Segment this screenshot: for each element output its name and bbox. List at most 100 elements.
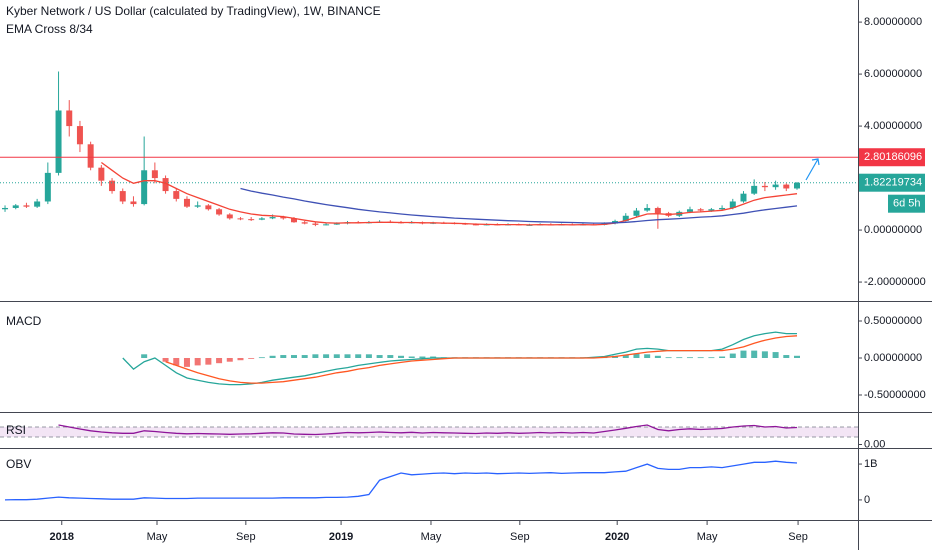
x-tick-label: 2018: [50, 531, 74, 543]
histogram-bar: [654, 355, 661, 358]
histogram-bar: [376, 355, 383, 358]
histogram-bar: [793, 355, 800, 358]
y-tick-label: -2.00000000: [864, 276, 926, 288]
histogram-bar: [280, 355, 287, 358]
candle-body: [2, 207, 9, 210]
y-tick-label: 6.00000000: [864, 68, 922, 80]
price-label: 2.80186096: [864, 151, 922, 163]
histogram-bar: [751, 350, 758, 358]
candle-body: [44, 172, 51, 202]
histogram-bar: [644, 354, 651, 358]
candle-body: [87, 144, 94, 168]
candle-body: [751, 185, 758, 194]
countdown-box: [888, 194, 925, 213]
histogram-bar: [173, 357, 180, 366]
y-tick-label: 1B: [864, 458, 877, 470]
indicator-line: [240, 187, 798, 224]
histogram-bar: [226, 357, 233, 362]
histogram-bar: [333, 354, 340, 358]
x-tick-label: May: [697, 531, 718, 543]
histogram-bar: [719, 356, 726, 358]
histogram-bar: [697, 357, 704, 359]
histogram-bar: [301, 355, 308, 358]
price-label: 1.82219734: [864, 177, 922, 189]
y-tick-label: -0.50000000: [864, 389, 926, 401]
x-tick-label: Sep: [236, 531, 256, 543]
indicator-label: EMA Cross 8/34: [6, 22, 93, 36]
candle-body: [109, 180, 116, 192]
histogram-bar: [355, 354, 362, 358]
histogram-bar: [258, 357, 265, 359]
histogram-bar: [248, 357, 255, 359]
x-tick-label: 2020: [605, 531, 629, 543]
candle-body: [23, 205, 30, 207]
candle-body: [301, 222, 308, 224]
histogram-bar: [772, 352, 779, 358]
pane-title: RSI: [6, 423, 26, 437]
y-tick-label: 0: [864, 494, 870, 506]
indicator-line: [58, 424, 798, 436]
histogram-bar: [205, 357, 212, 365]
histogram-bar: [162, 357, 169, 362]
histogram-bar: [665, 357, 672, 359]
histogram-bar: [344, 354, 351, 358]
indicator-line: [101, 161, 798, 226]
chart-title: Kyber Network / US Dollar (calculated by…: [6, 4, 381, 18]
price-label-box: [859, 148, 925, 167]
indicator-line: [165, 335, 798, 384]
candle-body: [269, 217, 276, 219]
drawn-arrow: [805, 158, 820, 181]
histogram-bar: [622, 355, 629, 358]
candle-body: [12, 205, 19, 208]
histogram-bar: [419, 356, 426, 358]
candle-body: [708, 209, 715, 211]
pane-title: MACD: [6, 314, 42, 328]
histogram-bar: [708, 357, 715, 359]
candle-body: [654, 207, 661, 214]
candle-body: [622, 215, 629, 221]
candle-body: [66, 110, 73, 127]
candle-body: [141, 170, 148, 205]
candle-body: [173, 191, 180, 199]
y-tick-label: 0.50000000: [864, 315, 922, 327]
candle-body: [312, 223, 319, 225]
histogram-bar: [365, 354, 372, 358]
histogram-bar: [194, 357, 201, 366]
x-tick-label: 2019: [329, 531, 353, 543]
candle-body: [719, 207, 726, 210]
y-tick-label: 0.00000000: [864, 352, 922, 364]
histogram-bar: [387, 355, 394, 358]
candle-body: [237, 218, 244, 220]
x-tick-label: Sep: [510, 531, 530, 543]
candle-body: [793, 182, 800, 189]
candle-body: [55, 110, 62, 173]
histogram-bar: [269, 355, 276, 358]
candle-body: [729, 201, 736, 208]
candle-body: [783, 184, 790, 189]
y-tick-label: 0.00: [864, 438, 885, 450]
y-tick-label: 4.00000000: [864, 120, 922, 132]
histogram-bar: [398, 355, 405, 358]
histogram-bar: [290, 355, 297, 358]
candle-body: [772, 184, 779, 188]
pane-title: OBV: [6, 457, 31, 471]
histogram-bar: [740, 350, 747, 358]
histogram-bar: [761, 351, 768, 358]
candle-body: [205, 205, 212, 210]
indicator-line: [4, 460, 798, 501]
histogram-bar: [183, 357, 190, 367]
candle-body: [280, 217, 287, 219]
price-label-box: [859, 173, 925, 192]
histogram-bar: [323, 354, 330, 358]
candle-body: [98, 167, 105, 181]
candle-body: [183, 198, 190, 207]
histogram-bar: [729, 353, 736, 358]
candle-body: [290, 218, 297, 223]
candle-body: [323, 224, 330, 226]
candle-body: [686, 209, 693, 212]
histogram-bar: [686, 357, 693, 359]
x-tick-label: May: [147, 531, 168, 543]
candle-body: [226, 214, 233, 219]
